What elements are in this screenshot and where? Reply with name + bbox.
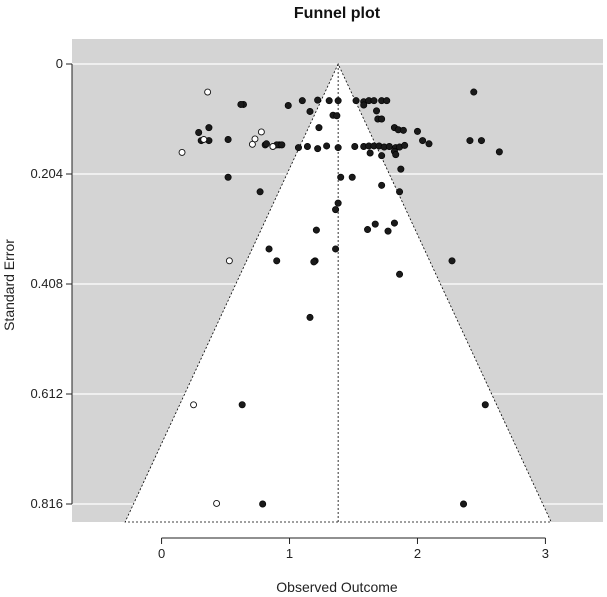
data-point — [378, 115, 386, 123]
y-tick-label: 0.408 — [30, 276, 63, 291]
filled-data-point — [200, 136, 208, 143]
data-point — [378, 152, 386, 160]
data-point — [384, 227, 392, 235]
data-point — [364, 226, 372, 234]
data-point — [237, 100, 245, 108]
filled-data-point — [190, 401, 198, 409]
data-point — [334, 97, 342, 105]
data-point — [466, 137, 474, 145]
data-point — [306, 313, 314, 321]
data-point — [325, 97, 333, 105]
data-point — [256, 188, 264, 196]
filled-data-point — [225, 257, 233, 265]
filled-data-point — [248, 140, 256, 148]
data-point — [378, 181, 386, 189]
data-point — [334, 144, 342, 152]
data-point — [284, 102, 292, 110]
data-point — [399, 126, 407, 134]
data-point — [470, 88, 478, 96]
data-point — [294, 144, 302, 152]
data-point — [315, 124, 323, 132]
data-point — [390, 219, 398, 227]
data-point — [419, 137, 427, 145]
x-tick-label: 3 — [542, 546, 549, 561]
data-point — [205, 124, 213, 132]
data-point — [495, 148, 503, 156]
data-point — [385, 143, 393, 151]
data-point — [195, 128, 203, 136]
data-point — [396, 188, 404, 196]
x-tick-label: 0 — [158, 546, 165, 561]
filled-data-point — [178, 148, 186, 156]
data-point — [238, 401, 246, 409]
filled-data-point — [257, 128, 265, 136]
data-point — [265, 245, 273, 253]
data-point — [383, 97, 391, 105]
data-point — [360, 101, 368, 109]
data-point — [425, 140, 433, 148]
y-tick-label: 0.204 — [30, 166, 63, 181]
filled-data-point — [213, 500, 221, 507]
y-axis-title: Standard Error — [1, 239, 17, 331]
data-point — [298, 97, 306, 105]
data-point — [332, 245, 340, 253]
x-axis-title: Observed Outcome — [276, 579, 398, 595]
data-point — [303, 143, 311, 151]
data-point — [273, 257, 281, 265]
filled-data-point — [269, 143, 277, 150]
data-point — [334, 199, 342, 207]
data-point — [392, 151, 400, 159]
data-point — [370, 97, 378, 105]
data-point — [332, 206, 340, 214]
plot-area: 0 0.204 0.408 0.612 0.816 0 1 2 3 — [30, 39, 603, 561]
data-point — [314, 145, 322, 153]
x-tick-label: 2 — [414, 546, 421, 561]
x-tick-label: 1 — [286, 546, 293, 561]
data-point — [373, 107, 381, 115]
data-point — [262, 140, 270, 148]
data-point — [401, 141, 409, 149]
data-point — [312, 226, 320, 234]
y-tick-label: 0.612 — [30, 386, 63, 401]
y-tick-label: 0 — [56, 56, 63, 71]
data-point — [396, 270, 404, 278]
filled-data-point — [251, 135, 259, 143]
data-point — [481, 401, 489, 409]
data-point — [278, 141, 286, 149]
chart-title: Funnel plot — [294, 5, 381, 22]
data-point — [337, 173, 345, 181]
data-point — [348, 173, 356, 181]
data-point — [413, 127, 421, 135]
data-point — [366, 149, 374, 157]
data-point — [460, 500, 468, 508]
data-point — [259, 500, 267, 508]
data-point — [351, 143, 359, 151]
data-point — [314, 96, 322, 104]
y-tick-label: 0.816 — [30, 496, 63, 511]
data-point — [371, 220, 379, 228]
data-point — [352, 97, 360, 105]
data-point — [310, 258, 318, 266]
data-point — [224, 135, 232, 143]
filled-data-point — [204, 88, 212, 96]
data-point — [333, 112, 341, 120]
data-point — [306, 107, 314, 115]
data-point — [323, 142, 331, 150]
data-point — [448, 257, 456, 265]
data-point — [477, 137, 485, 145]
data-point — [397, 165, 405, 173]
data-point — [224, 173, 232, 181]
